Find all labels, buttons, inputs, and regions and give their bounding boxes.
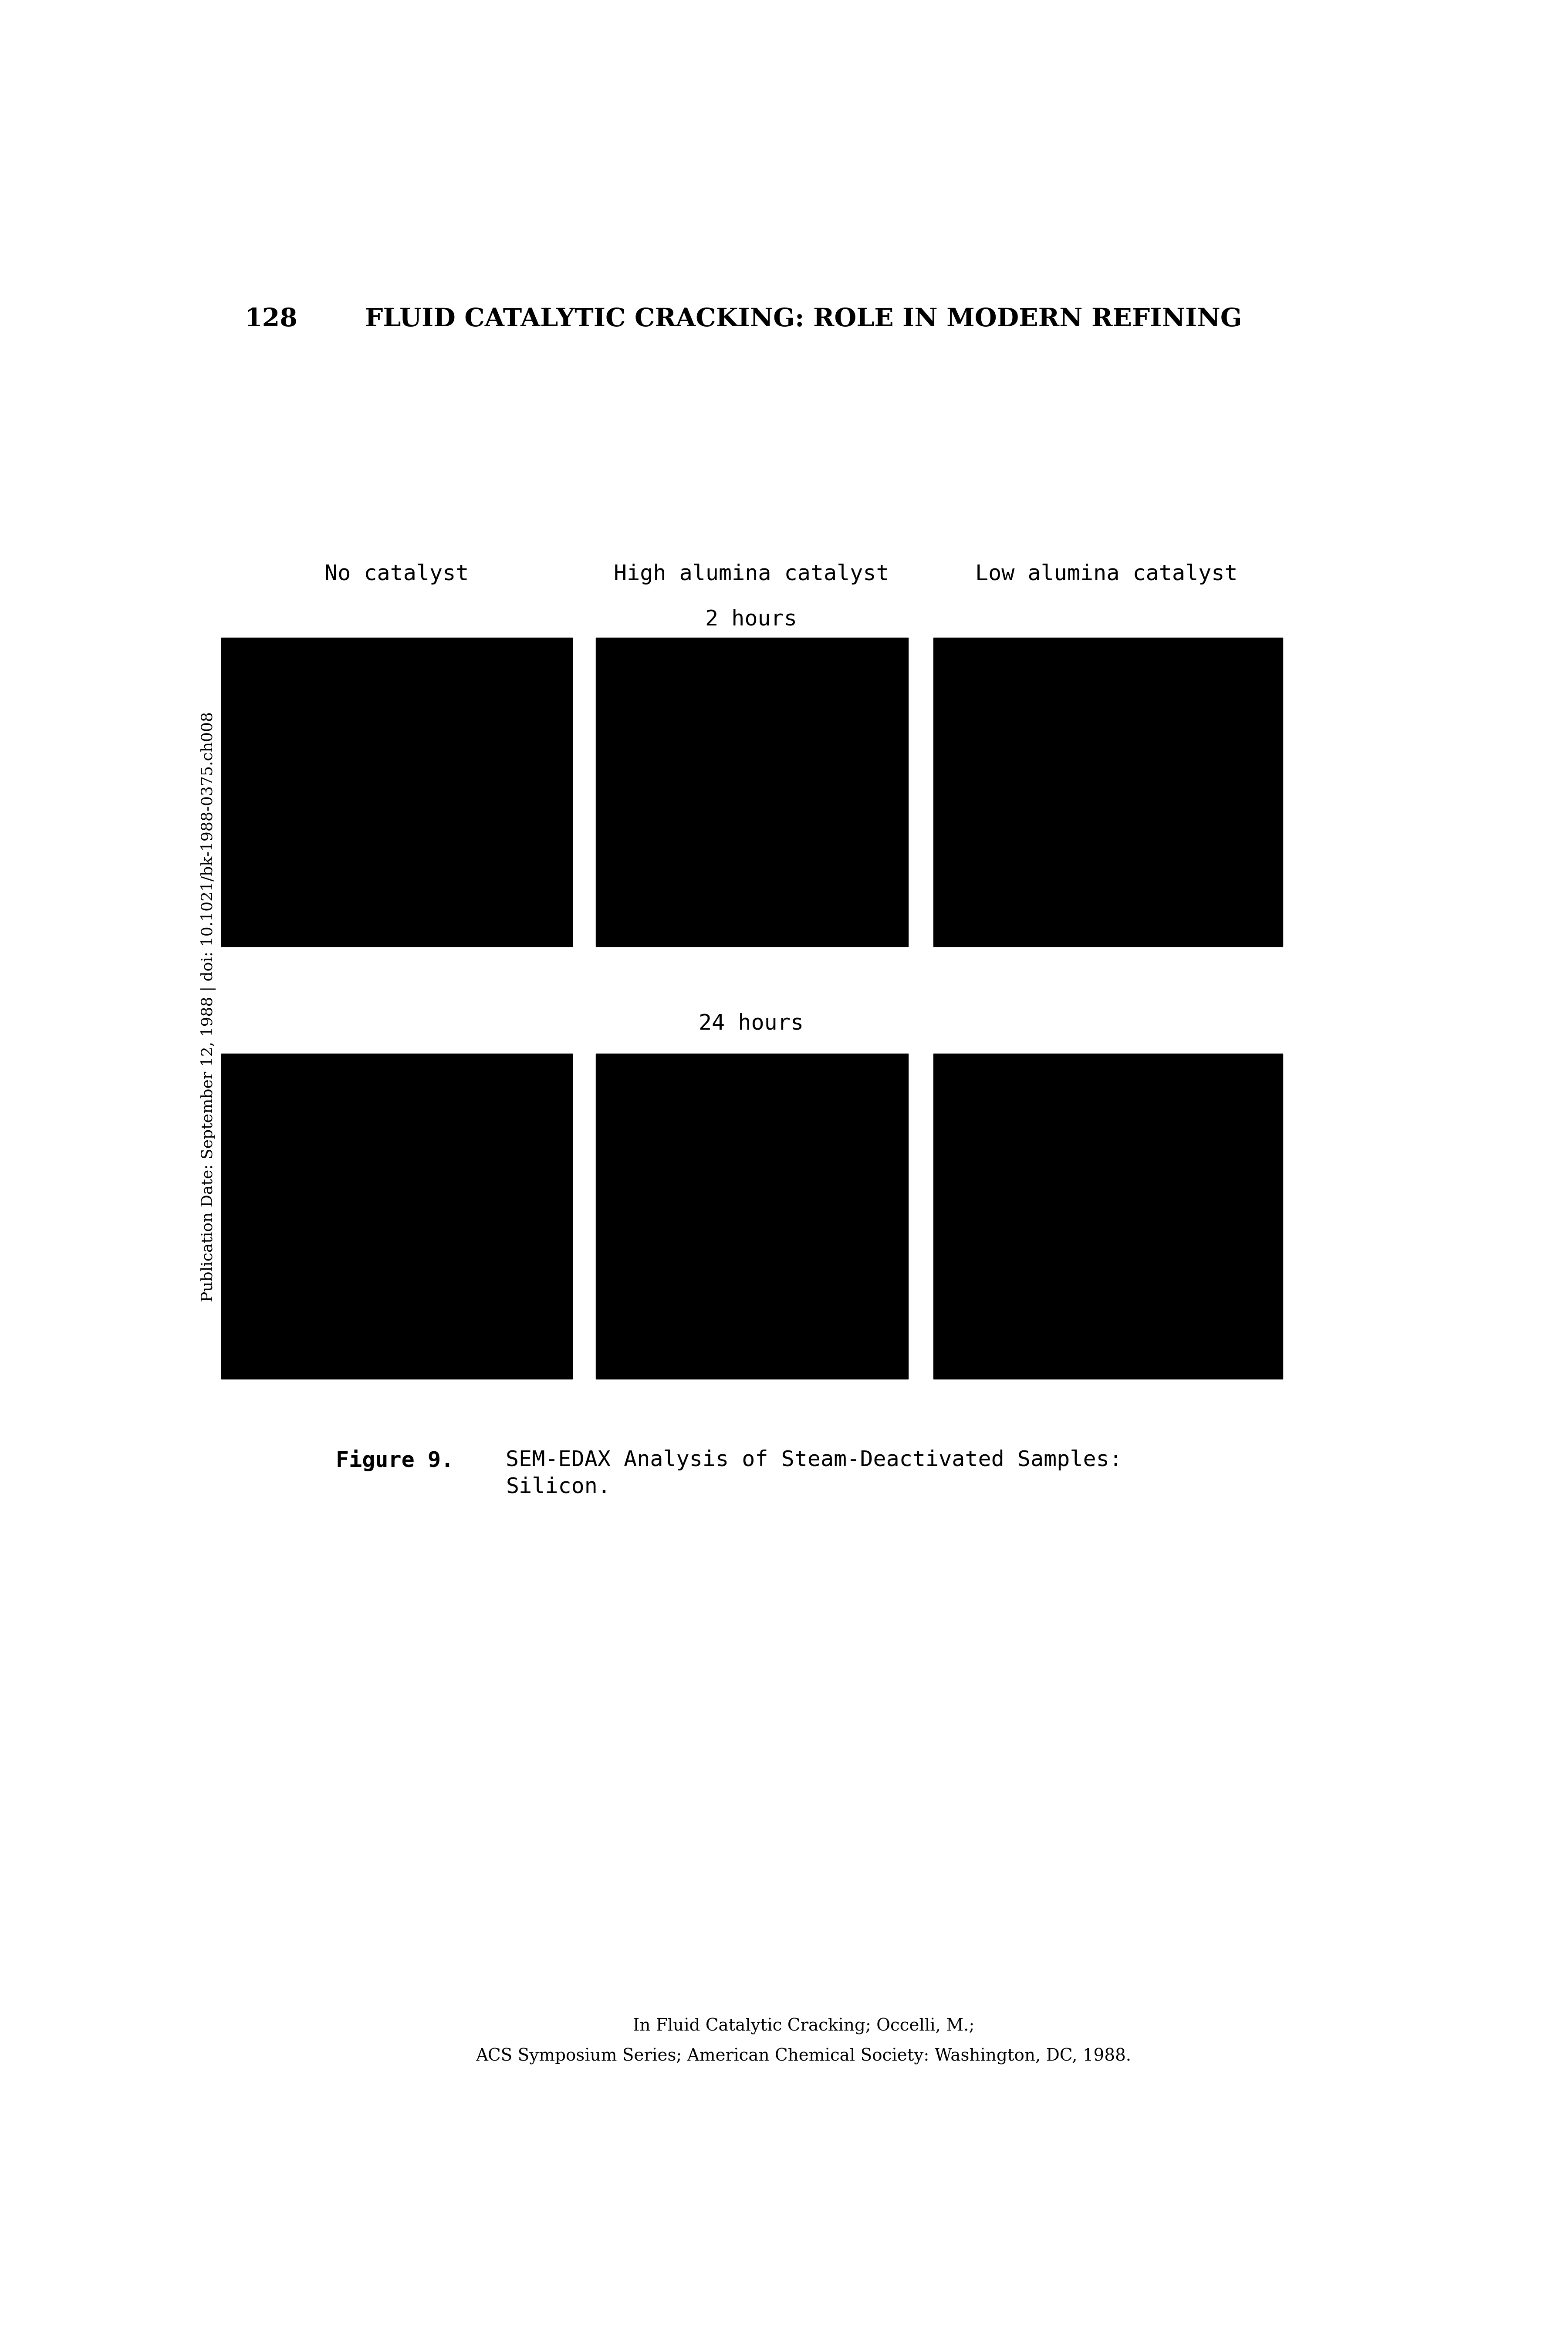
Text: 2 hours: 2 hours <box>706 609 797 630</box>
Text: SEM-EDAX Analysis of Steam-Deactivated Samples:: SEM-EDAX Analysis of Steam-Deactivated S… <box>506 1449 1123 1470</box>
Bar <box>933 1054 1283 1378</box>
Bar <box>596 637 908 946</box>
Text: In Fluid Catalytic Cracking; Occelli, M.;: In Fluid Catalytic Cracking; Occelli, M.… <box>633 2018 974 2034</box>
Text: Silicon.: Silicon. <box>506 1477 612 1498</box>
Text: FLUID CATALYTIC CRACKING: ROLE IN MODERN REFINING: FLUID CATALYTIC CRACKING: ROLE IN MODERN… <box>365 308 1242 332</box>
Bar <box>221 1054 572 1378</box>
Text: Publication Date: September 12, 1988 | doi: 10.1021/bk-1988-0375.ch008: Publication Date: September 12, 1988 | d… <box>201 713 216 1301</box>
Text: No catalyst: No catalyst <box>325 564 469 586</box>
Text: ACS Symposium Series; American Chemical Society: Washington, DC, 1988.: ACS Symposium Series; American Chemical … <box>475 2049 1132 2065</box>
Bar <box>596 1054 908 1378</box>
Text: 128: 128 <box>245 308 298 332</box>
Text: Low alumina catalyst: Low alumina catalyst <box>975 564 1237 586</box>
Bar <box>221 637 572 946</box>
Text: Figure 9.: Figure 9. <box>336 1449 453 1470</box>
Text: High alumina catalyst: High alumina catalyst <box>613 564 889 586</box>
Text: 24 hours: 24 hours <box>699 1014 804 1035</box>
Bar <box>933 637 1283 946</box>
